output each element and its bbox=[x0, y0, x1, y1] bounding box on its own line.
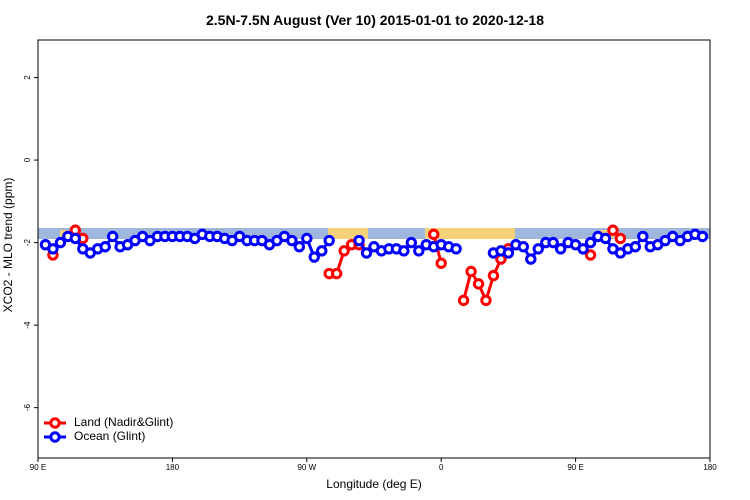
data-point bbox=[106, 230, 119, 243]
legend-label: Ocean (Glint) bbox=[74, 429, 145, 443]
data-point bbox=[435, 257, 447, 269]
legend-marker bbox=[49, 417, 61, 429]
data-point bbox=[69, 232, 82, 245]
plot-frame bbox=[37, 39, 711, 459]
data-point bbox=[629, 241, 642, 253]
data-point bbox=[465, 265, 477, 278]
data-point bbox=[547, 236, 559, 249]
x-tick-label: 90 E bbox=[567, 463, 583, 472]
y-tick-label: -2 bbox=[23, 239, 32, 247]
x-tick-label: 90 W bbox=[297, 463, 316, 472]
data-point bbox=[457, 294, 470, 307]
x-axis-label: Longitude (deg E) bbox=[326, 477, 421, 491]
data-point bbox=[428, 228, 440, 241]
data-point bbox=[338, 245, 350, 257]
data-point bbox=[398, 245, 410, 257]
data-point bbox=[696, 230, 709, 243]
data-point bbox=[584, 236, 597, 249]
data-point bbox=[450, 243, 462, 255]
data-point bbox=[353, 234, 365, 247]
data-point bbox=[286, 234, 298, 247]
data-point bbox=[584, 249, 597, 261]
legend-label: Land (Nadir&Glint) bbox=[74, 415, 173, 429]
chart-title: 2.5N-7.5N August (Ver 10) 2015-01-01 to … bbox=[206, 12, 544, 28]
data-point bbox=[487, 269, 500, 282]
data-point bbox=[99, 241, 111, 253]
data-point bbox=[599, 232, 612, 245]
y-axis-label: XCO2 - MLO trend (ppm) bbox=[1, 178, 15, 313]
data-point bbox=[577, 243, 589, 255]
data-point bbox=[413, 245, 425, 257]
data-point bbox=[525, 253, 537, 265]
data-point bbox=[330, 267, 343, 280]
x-tick-label: 180 bbox=[166, 463, 180, 472]
data-point bbox=[308, 251, 320, 263]
data-point bbox=[502, 247, 515, 259]
ocean-band bbox=[38, 228, 710, 239]
y-tick-label: -6 bbox=[23, 404, 32, 412]
data-point bbox=[54, 236, 67, 249]
data-point bbox=[517, 241, 530, 253]
data-point bbox=[614, 232, 627, 245]
data-point bbox=[637, 230, 649, 243]
data-point bbox=[607, 224, 619, 236]
data-point bbox=[301, 232, 313, 245]
x-tick-label: 0 bbox=[439, 463, 444, 472]
data-point bbox=[293, 241, 306, 253]
legend-marker bbox=[49, 431, 61, 443]
data-point bbox=[480, 294, 492, 307]
data-point bbox=[360, 247, 373, 259]
data-point bbox=[47, 243, 59, 255]
data-point bbox=[532, 243, 544, 255]
data-point bbox=[405, 236, 418, 249]
data-point bbox=[323, 234, 335, 247]
y-tick-label: 0 bbox=[23, 157, 32, 162]
data-point bbox=[554, 243, 567, 255]
x-tick-label: 180 bbox=[703, 463, 717, 472]
land-band bbox=[328, 228, 368, 239]
land-band bbox=[425, 228, 515, 239]
data-point bbox=[316, 245, 328, 257]
x-tick-label: 90 E bbox=[30, 463, 46, 472]
y-tick-label: 2 bbox=[23, 75, 32, 80]
y-tick-label: -4 bbox=[23, 321, 32, 329]
data-point bbox=[472, 278, 485, 290]
